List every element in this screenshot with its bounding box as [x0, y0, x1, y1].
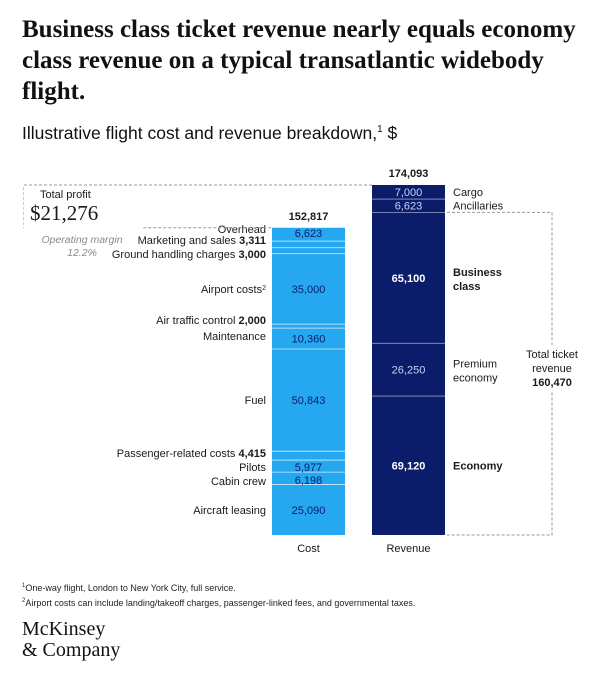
- revenue-label-ancillaries: Ancillaries: [453, 201, 504, 213]
- revenue-bar-business-class: [372, 212, 445, 344]
- cost-revenue-chart: Aircraft leasing 25,090 Cabin crew 6,198 Pil…: [23, 168, 582, 555]
- cost-bar-maintenance: [272, 328, 345, 349]
- revenue-label-economy: Economy: [453, 461, 503, 473]
- chart-subtitle: Illustrative flight cost and revenue bre…: [22, 123, 398, 143]
- cost-value-maintenance: 10,360: [292, 334, 326, 346]
- cost-bar-overhead: [272, 227, 345, 242]
- headline: Business class ticket revenue nearly equ…: [22, 16, 576, 105]
- ticket-revenue-label-2: revenue: [532, 363, 572, 375]
- ticket-revenue-label-1: Total ticket: [526, 349, 578, 361]
- revenue-label-premium-line2: economy: [453, 373, 498, 385]
- cost-bar-passenger-related-costs: [272, 451, 345, 461]
- cost-label-pilots: Pilots: [239, 462, 266, 474]
- cost-label-overhead: Overhead: [218, 224, 266, 236]
- cost-bar-air-traffic-control: [272, 324, 345, 329]
- cost-label-aircraft-leasing: Aircraft leasing: [193, 505, 266, 517]
- cost-value-aircraft-leasing: 25,090: [292, 505, 326, 517]
- ticket-revenue-label-bg: [520, 345, 582, 391]
- revenue-bar-ancillaries: [372, 199, 445, 213]
- cost-bar-pilots: [272, 460, 345, 473]
- revenue-label-business-line1: Business: [453, 267, 502, 279]
- logo-line-1: McKinsey: [22, 618, 106, 640]
- cost-label-ground-handling-charges: Ground handling charges 3,000: [112, 249, 266, 261]
- revenue-bar-cargo: [372, 185, 445, 200]
- cost-bar-airport-costs: [272, 253, 345, 325]
- cost-value-overhead: 6,623: [295, 228, 323, 240]
- revenue-bar-economy: [372, 396, 445, 535]
- cost-value-pilots: 5,977: [295, 462, 323, 474]
- x-label-cost: Cost: [297, 543, 320, 555]
- profit-value: $21,276: [30, 201, 98, 225]
- cost-value-cabin-crew: 6,198: [295, 475, 323, 487]
- footnotes: 1One-way flight, London to New York City…: [22, 580, 415, 610]
- revenue-value-cargo: 7,000: [395, 187, 423, 199]
- cost-label-fuel: Fuel: [245, 395, 266, 407]
- cost-bar-aircraft-leasing: [272, 484, 345, 535]
- cost-label-cabin-crew: Cabin crew: [211, 476, 266, 488]
- revenue-value-economy: 69,120: [392, 461, 426, 473]
- cost-bar-ground-handling-charges: [272, 247, 345, 254]
- revenue-bar-premium-economy: [372, 343, 445, 397]
- footnote-1: 1One-way flight, London to New York City…: [22, 583, 236, 593]
- x-label-revenue: Revenue: [386, 543, 430, 555]
- operating-margin-value: 12.2%: [67, 247, 97, 259]
- footnote-2: 2Airport costs can include landing/takeo…: [22, 598, 416, 608]
- ticket-revenue-value: 160,470: [532, 377, 572, 389]
- cost-label-airport-costs: Airport costs2: [201, 284, 266, 296]
- cost-bar-cabin-crew: [272, 472, 345, 485]
- mckinsey-logo: McKinsey & Company: [22, 619, 120, 661]
- cost-value-airport-costs: 35,000: [292, 284, 326, 296]
- revenue-label-premium-line1: Premium: [453, 359, 497, 371]
- revenue-value-business-class: 65,100: [392, 273, 426, 285]
- revenue-total-label: 174,093: [389, 168, 429, 180]
- cost-label-passenger-related-costs: Passenger-related costs 4,415: [117, 448, 266, 460]
- cost-label-marketing-and-sales: Marketing and sales 3,311: [138, 235, 266, 247]
- revenue-label-business-line2: class: [453, 281, 481, 293]
- cost-bar-marketing-and-sales: [272, 241, 345, 248]
- cost-label-air-traffic-control: Air traffic control 2,000: [156, 315, 266, 327]
- profit-label: Total profit: [40, 189, 91, 201]
- cost-label-maintenance: Maintenance: [203, 331, 266, 343]
- revenue-label-cargo: Cargo: [453, 187, 483, 199]
- cost-value-fuel: 50,843: [292, 395, 326, 407]
- cost-bar-fuel: [272, 348, 345, 452]
- logo-line-2: & Company: [22, 639, 121, 661]
- profit-label-bg: [24, 186, 142, 230]
- operating-margin-label: Operating margin: [41, 234, 122, 246]
- cost-total-label: 152,817: [289, 211, 329, 223]
- revenue-value-ancillaries: 6,623: [395, 201, 423, 213]
- revenue-value-premium-economy: 26,250: [392, 365, 426, 377]
